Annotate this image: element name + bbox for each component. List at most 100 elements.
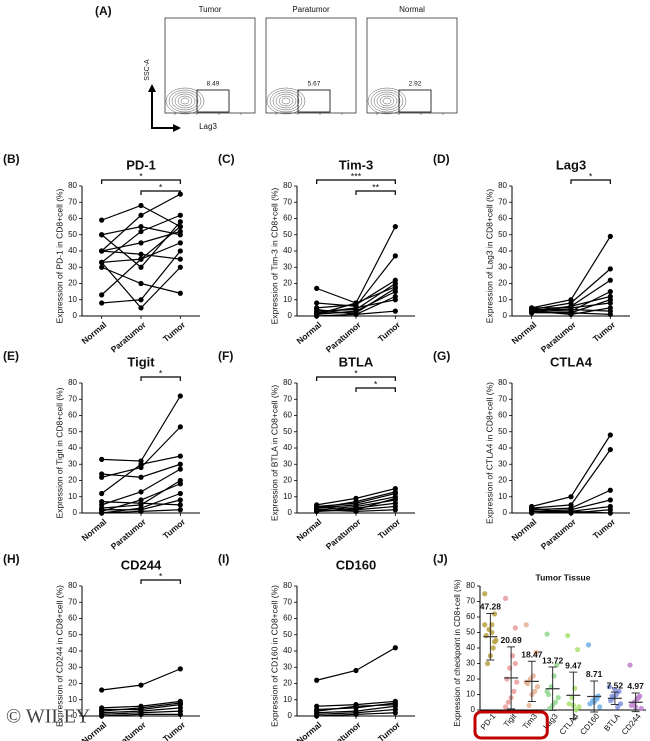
y-tick-label: 80: [68, 181, 77, 190]
point: [138, 202, 144, 209]
x-tick-label: Paratumor: [324, 719, 364, 741]
point: [177, 224, 183, 230]
y-axis-label: Expression of CD244 in CD8+cell (%): [54, 585, 64, 727]
flow-title: Paratumor: [292, 5, 330, 14]
sig-bracket: [140, 376, 181, 381]
sd-bar: [486, 612, 495, 661]
contour: [370, 89, 404, 113]
panel-label: (F): [218, 349, 233, 363]
y-tick-label: 70: [498, 197, 507, 206]
y-tick-label: 20: [283, 476, 292, 485]
y-tick-label: 30: [68, 459, 77, 468]
sd-bar: [527, 660, 536, 703]
y-axis-label: Expression of CTLA4 in CD8+cell (%): [484, 382, 494, 524]
x-tick-label: Tumor: [161, 516, 188, 541]
x-tick-label: Normal: [80, 517, 109, 543]
y-tick-label: 0: [288, 311, 293, 320]
flow-plot: [366, 17, 458, 114]
y-tick-label: 50: [68, 230, 77, 239]
point: [314, 311, 320, 317]
panel-label: (C): [218, 152, 235, 166]
point: [314, 306, 320, 313]
point: [502, 704, 509, 710]
gate-value: 5.67: [308, 81, 321, 88]
point: [609, 693, 615, 699]
y-tick-label: 70: [283, 197, 292, 206]
y-tick-label: 0: [503, 311, 508, 320]
point: [138, 264, 144, 270]
point: [568, 508, 574, 514]
point: [544, 631, 550, 637]
x-tick-label: CTLA4: [558, 711, 581, 736]
x-tick-label: PD-1: [479, 711, 498, 731]
point: [138, 228, 144, 235]
y-tick-label: 30: [466, 659, 475, 668]
point: [504, 676, 510, 682]
point: [491, 639, 498, 645]
sd-bar: [631, 692, 640, 713]
x-tick-label: Tumor: [376, 719, 403, 741]
chart-title: Tumor Tissue: [536, 572, 591, 582]
x-tick-label: Paratumor: [109, 516, 149, 551]
y-tick-label: 10: [68, 295, 77, 304]
point: [607, 510, 613, 516]
gate-value: 8.49: [207, 81, 220, 88]
y-tick-label: 30: [498, 459, 507, 468]
y-tick-label: 20: [283, 679, 292, 688]
y-tick-label: 30: [283, 262, 292, 271]
point: [99, 259, 105, 265]
highlight-box: [473, 710, 549, 740]
point: [615, 704, 621, 710]
point: [138, 256, 144, 262]
y-tick-label: 10: [68, 492, 77, 501]
y-tick-label: 60: [498, 411, 507, 420]
chart-title: CD160: [336, 557, 376, 572]
point: [177, 232, 183, 238]
point: [607, 233, 613, 239]
point: [554, 662, 560, 668]
contour: [272, 91, 300, 111]
point: [607, 277, 613, 283]
y-tick-label: 10: [68, 695, 77, 704]
point: [392, 308, 398, 314]
y-tick-label: 50: [68, 630, 77, 639]
x-tick-label: Paratumor: [539, 319, 579, 354]
x-axis-label: Lag3: [199, 122, 217, 131]
point: [392, 645, 398, 651]
point: [177, 424, 183, 430]
y-tick-label: 40: [283, 246, 292, 255]
gate: [196, 89, 230, 113]
point: [392, 702, 398, 708]
contour: [281, 97, 291, 105]
point: [138, 682, 144, 688]
contour: [269, 89, 303, 113]
panel-label: (J): [433, 552, 448, 566]
arrow-head: [173, 124, 181, 132]
x-tick-label: Normal: [295, 720, 324, 741]
y-tick-label: 50: [68, 427, 77, 436]
panel-label: (D): [433, 152, 450, 166]
point: [523, 679, 529, 685]
sig-bracket: [101, 179, 181, 184]
y-tick-label: 80: [498, 378, 507, 387]
y-tick-label: 70: [466, 597, 475, 606]
y-tick-label: 60: [498, 214, 507, 223]
y-axis-label: Expression of Tigit in CD8+cell (%): [54, 387, 64, 518]
point: [138, 711, 144, 717]
y-tick-label: 40: [283, 646, 292, 655]
chart-title: Lag3: [556, 157, 586, 172]
point: [607, 293, 613, 300]
point: [177, 219, 183, 225]
point: [99, 248, 105, 254]
y-tick-label: 70: [68, 394, 77, 403]
chart-title: Tim-3: [339, 157, 373, 172]
y-tick-label: 20: [68, 279, 77, 288]
sig-label: *: [159, 182, 163, 192]
y-tick-label: 0: [73, 508, 78, 517]
x-tick-label: Paratumor: [109, 319, 149, 354]
point: [568, 494, 574, 500]
point: [482, 622, 488, 628]
y-tick-label: 80: [283, 181, 292, 190]
y-tick-label: 40: [68, 443, 77, 452]
